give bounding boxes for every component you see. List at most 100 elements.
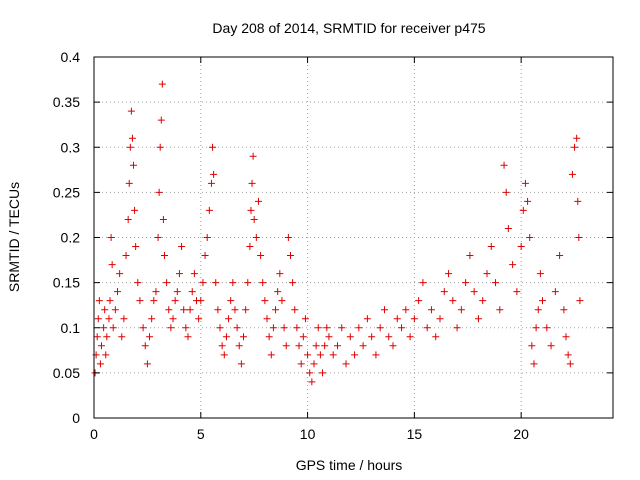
data-point (363, 315, 371, 323)
data-point (551, 288, 559, 296)
data-point (449, 297, 457, 305)
data-point (188, 288, 196, 296)
y-tick-label: 0.3 (61, 139, 81, 155)
x-tick-label: 20 (513, 426, 529, 442)
data-point (566, 360, 574, 368)
data-point (134, 279, 142, 287)
data-point (496, 306, 504, 314)
data-point (252, 234, 260, 241)
data-point (233, 324, 241, 332)
data-point (304, 351, 312, 359)
data-point (571, 143, 579, 151)
y-tick-label: 0.25 (53, 184, 80, 200)
data-point (562, 333, 570, 341)
data-point (111, 306, 119, 314)
data-point (240, 333, 248, 341)
data-point (547, 342, 555, 350)
x-tick-label: 10 (300, 426, 316, 442)
data-point (329, 351, 337, 359)
data-point (148, 315, 156, 323)
data-point (247, 206, 255, 214)
data-point (291, 306, 299, 314)
data-point (474, 315, 482, 323)
data-point (517, 243, 525, 251)
data-point (574, 197, 582, 205)
data-point (124, 215, 132, 223)
data-point (368, 333, 376, 341)
data-point (338, 324, 346, 332)
data-point (310, 360, 318, 368)
data-point (146, 333, 154, 341)
data-point (250, 215, 258, 223)
y-tick-label: 0 (72, 410, 80, 426)
data-point (126, 143, 134, 151)
data-point (402, 306, 410, 314)
data-point (286, 252, 294, 260)
data-point (159, 215, 167, 223)
data-point (237, 360, 245, 368)
data-point (295, 342, 303, 350)
data-point (573, 134, 581, 142)
data-point (479, 297, 487, 305)
data-point (235, 342, 243, 350)
data-point (543, 324, 551, 332)
data-point (261, 297, 269, 305)
data-point (242, 306, 250, 314)
data-point (94, 315, 102, 323)
data-point (556, 252, 564, 260)
y-tick-label: 0.1 (61, 320, 81, 336)
data-point (564, 351, 572, 359)
chart-title: Day 208 of 2014, SRMTID for receiver p47… (212, 20, 485, 36)
data-point (125, 179, 133, 187)
data-point (201, 252, 209, 260)
data-point (427, 306, 435, 314)
data-point (178, 243, 186, 251)
data-point (265, 333, 273, 341)
data-point (528, 342, 536, 350)
x-tick-label: 15 (407, 426, 423, 442)
x-tick-labels: 0 5 10 15 20 (90, 426, 529, 442)
data-point (257, 252, 265, 260)
data-point (487, 243, 495, 251)
data-point (560, 306, 568, 314)
data-point (167, 324, 175, 332)
data-point (297, 360, 305, 368)
data-point (220, 351, 228, 359)
data-point (141, 342, 149, 350)
data-point (93, 333, 101, 341)
data-point (199, 279, 207, 287)
data-point (539, 297, 547, 305)
data-point (116, 270, 124, 278)
data-point (156, 143, 164, 151)
data-point (254, 197, 262, 205)
data-point (263, 315, 271, 323)
data-point (207, 179, 215, 187)
data-point (160, 252, 168, 260)
data-point (152, 288, 160, 296)
data-point (462, 279, 470, 287)
data-point (225, 315, 233, 323)
data-point (316, 351, 324, 359)
data-point (203, 234, 211, 241)
data-point (284, 234, 292, 241)
data-point (136, 297, 144, 305)
data-point (190, 270, 198, 278)
data-point (415, 297, 423, 305)
data-point (248, 179, 256, 187)
data-point (209, 143, 217, 151)
y-axis-label: SRMTID / TECUs (6, 182, 22, 292)
data-point (105, 315, 113, 323)
data-point (214, 306, 222, 314)
data-point (293, 324, 301, 332)
data-point (576, 297, 584, 305)
data-point (184, 333, 192, 341)
data-point (109, 324, 117, 332)
data-point (227, 297, 235, 305)
data-point (175, 270, 183, 278)
data-point (509, 261, 517, 269)
data-point (389, 342, 397, 350)
x-tick-label: 5 (197, 426, 205, 442)
data-point (312, 342, 320, 350)
data-point (325, 333, 333, 341)
